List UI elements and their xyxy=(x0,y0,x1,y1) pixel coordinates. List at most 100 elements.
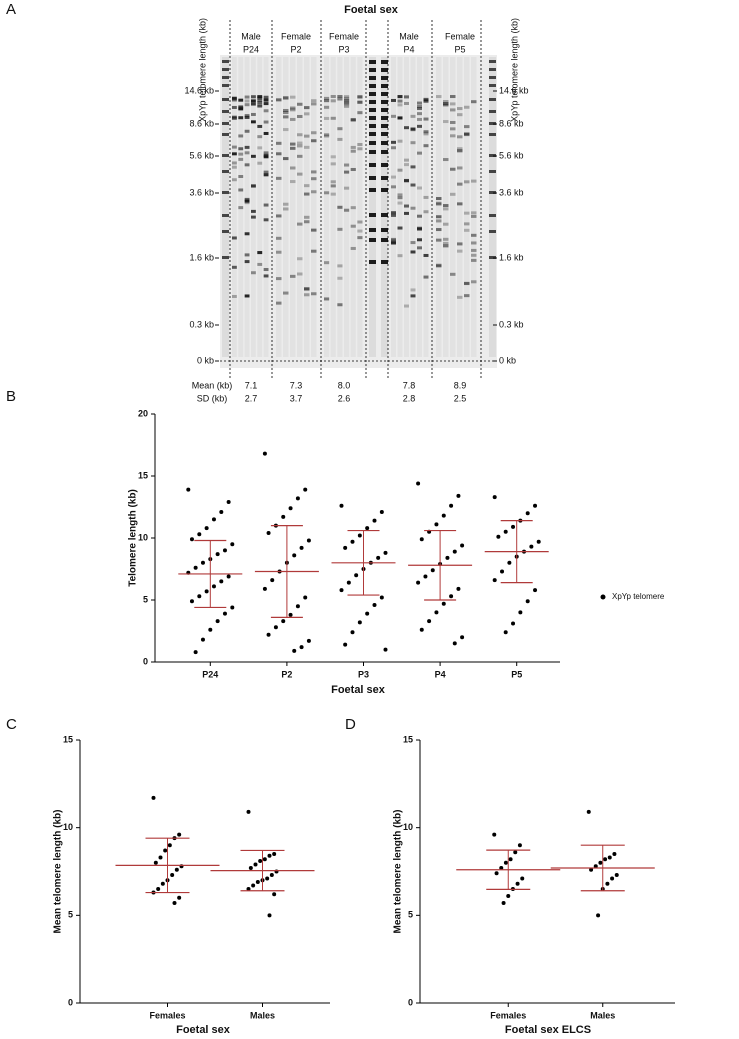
marker-label-right: 1.6 kb xyxy=(499,252,524,262)
gel-band xyxy=(290,108,296,112)
gel-band xyxy=(290,166,296,170)
data-point xyxy=(452,641,457,646)
data-point xyxy=(204,589,209,594)
gel-band xyxy=(410,165,416,169)
data-point xyxy=(170,873,175,878)
gel-band xyxy=(443,120,449,124)
gel-band xyxy=(464,132,470,136)
group-sd: 2.6 xyxy=(338,393,351,403)
data-point xyxy=(272,851,277,856)
data-point xyxy=(230,542,235,547)
gel-band xyxy=(263,98,269,102)
gel-band xyxy=(330,99,336,103)
gel-band xyxy=(423,98,429,102)
gel-band xyxy=(324,191,330,195)
gel-band xyxy=(244,145,250,149)
gel-band xyxy=(263,95,269,99)
gel-band xyxy=(311,131,317,135)
gel-band xyxy=(423,117,429,121)
gel-band xyxy=(423,210,429,214)
ladder-band xyxy=(381,60,388,64)
gel-band xyxy=(344,170,350,174)
gel-band xyxy=(457,249,463,253)
gel-band xyxy=(251,215,256,219)
gel-band xyxy=(397,193,403,197)
gel-band xyxy=(417,238,422,242)
gel-band xyxy=(297,114,303,118)
gel-band xyxy=(450,108,456,112)
data-point xyxy=(434,522,439,527)
sample-lane xyxy=(464,57,470,357)
gel-band xyxy=(464,228,470,232)
marker-label-left: 0 kb xyxy=(197,355,214,365)
gel-band xyxy=(357,100,363,104)
group-mean: 8.9 xyxy=(454,380,467,390)
data-point xyxy=(292,648,297,653)
gel-band xyxy=(232,178,237,182)
marker-label-right: 5.6 kb xyxy=(499,150,524,160)
sample-lane xyxy=(290,57,296,357)
gel-band xyxy=(232,115,237,119)
data-point xyxy=(593,864,598,869)
data-point xyxy=(246,887,251,892)
x-axis-label: Foetal sex xyxy=(176,1024,231,1036)
group-mean: 7.8 xyxy=(403,380,416,390)
data-point xyxy=(343,545,348,550)
gel-band xyxy=(244,151,250,155)
sample-lane xyxy=(324,57,330,357)
data-point xyxy=(492,495,497,500)
gel-band xyxy=(304,287,310,291)
group-mean: 7.3 xyxy=(290,380,303,390)
data-point xyxy=(163,848,168,853)
gel-band xyxy=(311,99,317,103)
group-sex: Male xyxy=(399,31,419,41)
sample-lane xyxy=(410,57,416,357)
gel-band xyxy=(304,145,310,149)
gel-band xyxy=(257,95,263,99)
gel-band xyxy=(423,132,429,136)
data-point xyxy=(441,601,446,606)
gel-band xyxy=(410,206,416,210)
group-id: P4 xyxy=(403,44,414,54)
data-point xyxy=(494,871,499,876)
data-point xyxy=(518,610,523,615)
gel-band xyxy=(283,108,289,112)
sample-lane xyxy=(311,57,317,357)
gel-band xyxy=(330,162,336,166)
ladder-band xyxy=(381,260,388,264)
data-point xyxy=(536,539,541,544)
gel-band xyxy=(436,238,442,242)
ladder-band xyxy=(489,154,496,157)
panel-label: C xyxy=(6,716,17,733)
gel-band xyxy=(304,112,310,116)
gel-band xyxy=(244,163,250,167)
data-point xyxy=(281,514,286,519)
gel-band xyxy=(324,116,330,120)
data-point xyxy=(222,548,227,553)
sample-lane xyxy=(276,57,282,357)
gel-band xyxy=(263,203,269,207)
ladder-band xyxy=(489,170,496,173)
data-point xyxy=(503,529,508,534)
data-point xyxy=(419,537,424,542)
gel-band xyxy=(304,192,310,196)
gel-band xyxy=(304,215,310,219)
gel-band xyxy=(397,139,403,143)
data-point xyxy=(156,887,161,892)
gel-band xyxy=(337,127,343,131)
y-tick-label: 0 xyxy=(143,656,148,666)
ladder-band xyxy=(222,214,229,217)
gel-band xyxy=(257,161,263,165)
gel-band xyxy=(471,214,477,218)
gel-band xyxy=(297,222,303,226)
gel-band xyxy=(350,118,356,122)
ladder-band xyxy=(381,141,388,145)
data-point xyxy=(533,503,538,508)
ladder-band xyxy=(369,188,376,192)
gel-band xyxy=(244,114,250,118)
gel-band xyxy=(337,276,343,280)
sample-lane xyxy=(471,57,477,357)
gel-band xyxy=(297,133,303,137)
gel-band xyxy=(244,232,250,236)
group-id: P5 xyxy=(454,44,465,54)
